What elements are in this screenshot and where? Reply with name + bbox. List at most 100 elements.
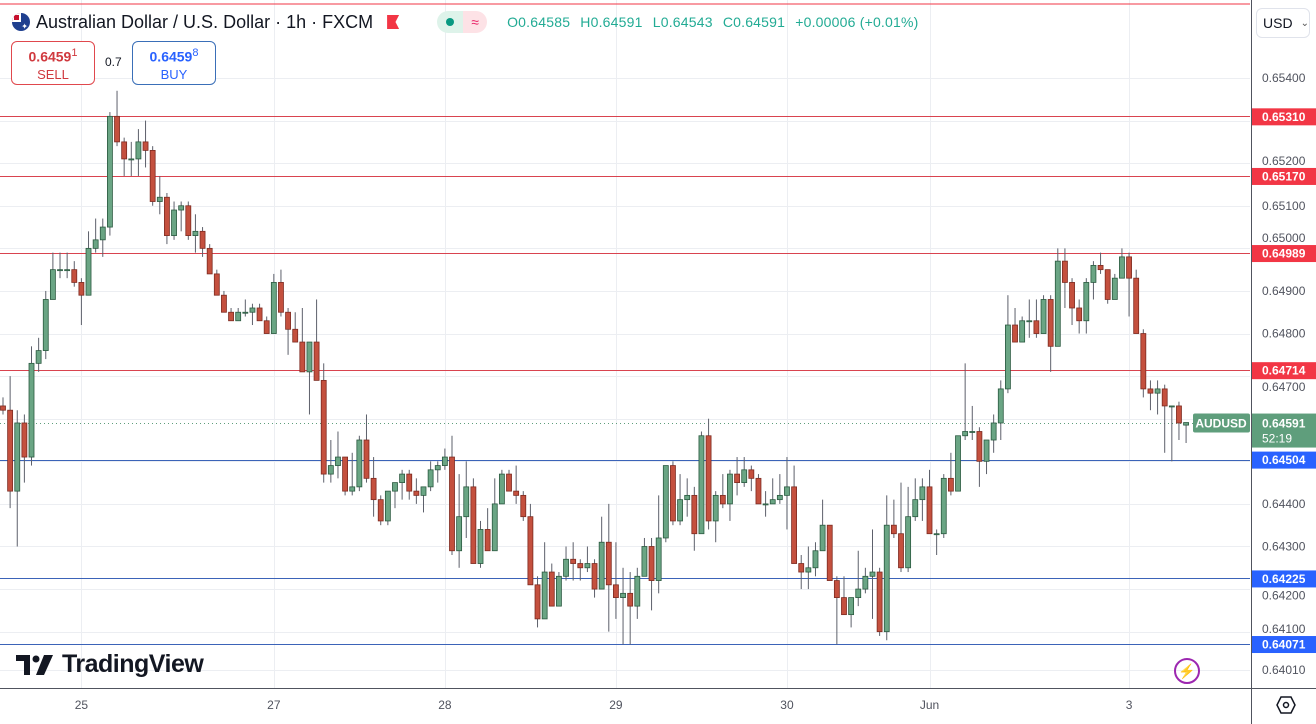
candle-body-up <box>1111 277 1118 300</box>
candle-body-down <box>1097 264 1104 271</box>
candle <box>584 546 591 573</box>
sell-price-pip: 1 <box>71 47 78 59</box>
candle-body-down <box>613 584 619 598</box>
candle-body-up <box>990 422 997 441</box>
candle-body-up <box>107 115 113 228</box>
candle <box>491 478 498 552</box>
candle <box>684 478 691 517</box>
level-price-label: 0.65170 <box>1262 169 1306 183</box>
candle-body-up <box>99 226 106 241</box>
candle-body-down <box>841 597 847 616</box>
candle-body-up <box>983 439 990 462</box>
candle <box>349 452 356 496</box>
candle <box>270 273 277 334</box>
candle <box>605 503 612 632</box>
candle <box>377 495 384 526</box>
candle-body-down <box>292 328 299 343</box>
candle-body-up <box>399 473 406 484</box>
candle <box>42 290 49 360</box>
candle <box>441 448 448 470</box>
candle-body-down <box>449 456 455 552</box>
candle <box>898 482 904 573</box>
candle-body-up <box>192 230 199 236</box>
candle-body-down <box>755 477 762 505</box>
candle <box>320 363 327 483</box>
candle-body-down <box>121 141 128 160</box>
candle <box>727 469 733 521</box>
candle-body-down <box>648 546 655 581</box>
candle-body-up <box>1083 282 1090 322</box>
candle <box>242 299 249 317</box>
candle-body-down <box>898 533 904 569</box>
candle-body-up <box>42 299 49 351</box>
candle <box>235 307 242 322</box>
candle-body-down <box>1133 277 1140 334</box>
candle <box>841 576 847 616</box>
level-price-chip <box>1252 245 1316 263</box>
candle-body-up <box>698 435 705 535</box>
symbol-title[interactable]: Australian Dollar / U.S. Dollar · 1h · F… <box>36 11 374 32</box>
candle-body-down <box>1161 388 1168 407</box>
settings-hex-icon[interactable] <box>1276 696 1296 714</box>
candle <box>833 576 840 645</box>
ohlc-change: +0.00006 (+0.01%) <box>795 14 919 30</box>
flag-marker-icon[interactable] <box>387 15 400 29</box>
candle <box>285 307 291 355</box>
candle-body-up <box>727 473 733 505</box>
candle <box>263 316 270 334</box>
time-tick-label: Jun <box>920 698 939 712</box>
candle-body-up <box>912 499 919 518</box>
candle <box>805 546 812 590</box>
currency-select[interactable]: USD ⌄ <box>1256 8 1310 38</box>
candle-body-down <box>1062 260 1068 283</box>
candle-body-up <box>997 388 1004 424</box>
price-axis[interactable]: 0.65400 0.65200 0.65100 0.65000 0.64900 0.648… <box>1262 71 1306 677</box>
candle <box>256 303 263 322</box>
symbol-header: Australian Dollar / U.S. Dollar · 1h · F… <box>12 8 925 36</box>
candle <box>1111 273 1118 300</box>
sell-button[interactable]: 0.64591 SELL <box>11 41 95 85</box>
candle <box>470 478 477 564</box>
candle-body-up <box>712 494 719 522</box>
candle-body-up <box>662 465 669 539</box>
candle-body-up <box>677 499 683 522</box>
market-status[interactable]: ≈ <box>437 11 488 33</box>
candle-body-down <box>185 205 192 236</box>
candle-body-down <box>570 558 577 564</box>
candle <box>670 461 676 526</box>
candle <box>1076 299 1083 334</box>
candle <box>613 542 619 619</box>
buy-button[interactable]: 0.64598 BUY <box>132 41 216 85</box>
candle <box>85 231 92 296</box>
candle <box>7 376 14 509</box>
candle <box>1083 278 1090 334</box>
candle <box>64 252 71 279</box>
candle-body-up <box>1183 422 1189 426</box>
candle <box>798 555 805 590</box>
time-axis[interactable]: 25 27 28 29 30 Jun 3 <box>75 698 1133 712</box>
candle-body-down <box>798 563 805 573</box>
candle <box>135 129 142 176</box>
candle <box>620 567 626 645</box>
candle <box>662 465 669 543</box>
candle <box>905 486 912 573</box>
time-tick-label: 3 <box>1126 698 1133 712</box>
candle-body-up <box>962 431 969 437</box>
candle-body-up <box>498 473 505 505</box>
candle <box>769 478 776 505</box>
candle <box>598 516 605 590</box>
price-tick-label: 0.64900 <box>1262 284 1306 298</box>
tradingview-logo[interactable]: TradingView <box>16 650 204 679</box>
candle-body-down <box>363 439 370 479</box>
currency-value: USD <box>1263 15 1293 31</box>
lightning-icon[interactable]: ⚡ <box>1174 658 1200 684</box>
candle-body-down <box>1104 269 1111 300</box>
candle-body-down <box>199 230 206 249</box>
price-tick-label: 0.65000 <box>1262 231 1306 245</box>
candle <box>883 495 890 641</box>
candle <box>1026 299 1033 338</box>
time-tick-label: 30 <box>780 698 794 712</box>
last-price-chip <box>1252 413 1316 448</box>
horizontal-levels[interactable] <box>0 116 1250 645</box>
